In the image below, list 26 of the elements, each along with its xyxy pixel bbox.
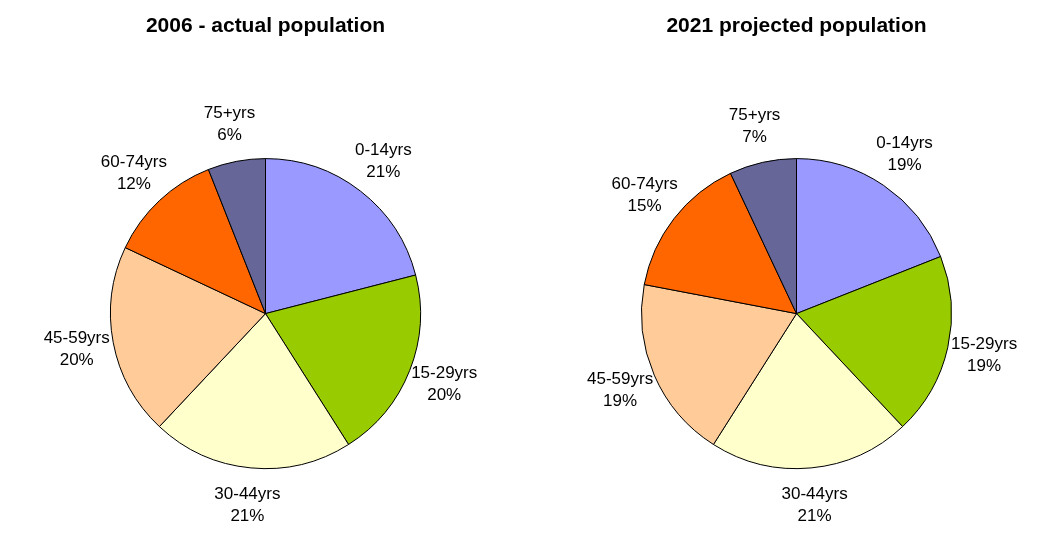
data-label: 7%	[742, 126, 767, 146]
chart-title: 2006 - actual population	[145, 13, 386, 37]
data-label: 15%	[627, 196, 662, 216]
slice-label: 45-59yrs	[43, 328, 110, 348]
slice-label: 45-59yrs	[587, 368, 654, 388]
slice-label: 15-29yrs	[951, 334, 1018, 354]
chart-title: 2021 projected population	[666, 13, 927, 37]
data-label: 20%	[427, 385, 462, 405]
data-label: 19%	[603, 390, 638, 410]
data-label: 21%	[230, 505, 265, 525]
slice-label: 60-74yrs	[100, 152, 167, 172]
slice-label: 75+yrs	[203, 103, 256, 123]
data-label: 6%	[217, 125, 242, 145]
data-label: 21%	[366, 162, 401, 182]
slice-label: 75+yrs	[728, 104, 781, 124]
slice-label: 0-14yrs	[876, 133, 933, 153]
slice-label: 0-14yrs	[354, 140, 412, 160]
data-label: 21%	[797, 505, 832, 525]
data-label: 20%	[59, 350, 94, 370]
data-label: 12%	[116, 174, 151, 194]
slice-label: 30-44yrs	[214, 483, 281, 503]
slice-label: 15-29yrs	[411, 363, 478, 383]
slice-label: 60-74yrs	[611, 174, 678, 194]
data-label: 19%	[967, 356, 1002, 376]
slice-label: 30-44yrs	[781, 483, 848, 503]
data-label: 19%	[887, 155, 922, 175]
